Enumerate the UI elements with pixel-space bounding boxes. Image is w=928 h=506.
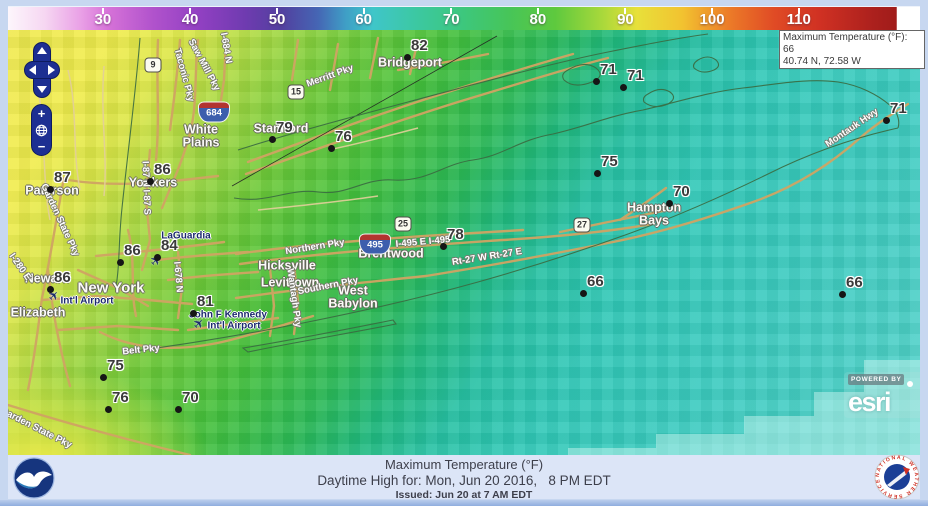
legend-label: 60 [355, 11, 373, 28]
pan-up-arrow-icon[interactable] [37, 47, 47, 54]
city-label: West Babylon [328, 283, 378, 310]
esri-logo: esri [848, 387, 892, 417]
pan-control[interactable] [24, 42, 60, 98]
legend-tick [276, 8, 279, 14]
zoom-out-button[interactable]: − [37, 139, 46, 154]
legend-tick [101, 8, 104, 14]
route-shield-27: 27 [573, 217, 591, 233]
legend-label: 70 [442, 11, 460, 28]
caption-issued-time: Issued: Jun 20 at 7 AM EDT [395, 489, 533, 501]
globe-icon[interactable] [35, 124, 48, 137]
temperature-legend: 30 40 50 60 70 80 90 100 110 [8, 6, 920, 30]
legend-tick [711, 8, 714, 14]
airport-label-jfk: Int'l Airport [207, 320, 261, 332]
airport-label-newark: Int'l Airport [60, 295, 114, 307]
legend-tick [797, 8, 800, 14]
pan-down-arrow-icon[interactable] [37, 86, 47, 93]
pan-left-arrow-icon[interactable] [29, 65, 36, 75]
tooltip-coordinates: 40.74 N, 72.58 W [783, 55, 861, 67]
city-label: Elizabeth [10, 305, 66, 320]
city-label: New York [77, 279, 145, 297]
noaa-logo [13, 457, 55, 499]
cool-step [744, 416, 920, 434]
powered-by-label: POWERED BY [848, 374, 905, 385]
nws-logo: NATIONAL WEATHER SERVICE [874, 454, 920, 500]
city-label: Bridgeport [378, 55, 442, 70]
airport-label-jfk: John F Kennedy [189, 309, 267, 321]
road-label: I-87 N I-87 S [139, 160, 153, 216]
legend-label: 80 [529, 11, 547, 28]
legend-tick [536, 8, 539, 14]
route-shield-9: 9 [144, 57, 162, 73]
legend-label: 30 [94, 11, 112, 28]
city-label: Newark [24, 271, 70, 286]
map-caption-bar: Maximum Temperature (°F) Daytime High fo… [8, 455, 920, 501]
zoom-in-button[interactable]: + [37, 106, 46, 121]
cool-step [656, 434, 920, 448]
legend-label: 40 [181, 11, 199, 28]
cool-step [814, 392, 920, 416]
airport-label-laguardia: LaGuardia [161, 230, 211, 242]
map-tooltip: Maximum Temperature (°F): 66 40.74 N, 72… [779, 30, 925, 70]
map-canvas[interactable]: ✈ ✈ ✈ LaGuardia Int'l Airport John F Ken… [8, 30, 920, 455]
interstate-shield-684: 684 [198, 101, 230, 123]
interstate-shield-495: 495 [359, 233, 391, 255]
route-shield-15: 15 [287, 84, 305, 100]
zoom-control: + − [31, 104, 52, 156]
legend-label: 110 [786, 11, 811, 28]
esri-attribution: POWERED BY esri [844, 372, 920, 418]
legend-tick [189, 8, 192, 14]
caption-title: Maximum Temperature (°F) [384, 457, 544, 472]
city-label: Hampton Bays [627, 200, 682, 227]
legend-tick [450, 8, 453, 14]
caption-valid-time: Daytime High for: Mon, Jun 20 2016, 8 PM… [317, 473, 611, 488]
cool-step [568, 448, 920, 455]
city-label: Levittown [260, 275, 320, 290]
route-shield-25: 25 [394, 216, 412, 232]
legend-label: 90 [617, 11, 634, 28]
legend-tick [624, 8, 627, 14]
city-label: White Plains [182, 122, 220, 149]
legend-label: 50 [268, 11, 286, 28]
esri-dot-icon [907, 381, 914, 387]
color-ramp [8, 7, 920, 30]
city-label: Hicksville [258, 258, 316, 273]
bottom-edge [0, 500, 928, 506]
legend-tick [362, 8, 365, 14]
pan-right-arrow-icon[interactable] [48, 65, 55, 75]
legend-label: 100 [699, 11, 725, 28]
city-label: Stamford [253, 121, 309, 136]
tooltip-value: Maximum Temperature (°F): 66 [783, 32, 908, 55]
